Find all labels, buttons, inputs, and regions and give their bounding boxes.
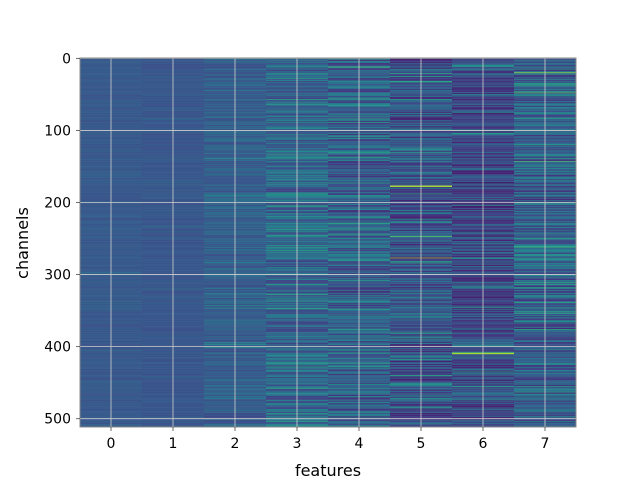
y-tick-label: 0 (62, 51, 71, 67)
y-axis-label: channels (13, 207, 32, 279)
x-tick-label: 1 (169, 436, 178, 452)
x-tick-label: 4 (355, 436, 364, 452)
x-tick-label: 7 (541, 436, 550, 452)
heatmap-cells (80, 58, 577, 428)
y-tick-label: 400 (44, 340, 71, 356)
grid-lines (80, 57, 576, 427)
y-tick-label: 200 (44, 196, 71, 212)
y-axis-ticks: 0 100 200 300 400 500 (44, 51, 80, 428)
x-tick-label: 6 (479, 436, 488, 452)
x-axis-label: features (295, 461, 361, 480)
x-tick-label: 0 (107, 436, 116, 452)
plot-frame (79, 57, 577, 428)
y-tick-label: 300 (44, 268, 71, 284)
x-tick-label: 3 (293, 436, 302, 452)
x-tick-label: 2 (231, 436, 240, 452)
y-tick-label: 100 (44, 123, 71, 139)
x-axis-ticks: 0 1 2 3 4 5 6 7 (107, 427, 550, 452)
x-tick-label: 5 (417, 436, 426, 452)
y-tick-label: 500 (44, 412, 71, 428)
